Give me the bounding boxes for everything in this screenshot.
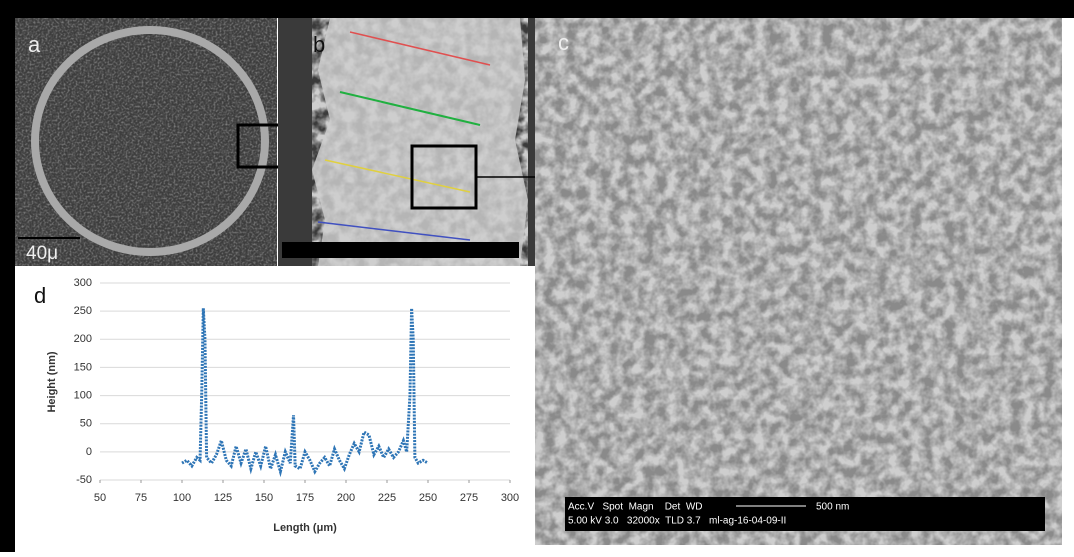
y-tick-label: 150	[74, 361, 92, 373]
info-bar	[282, 242, 519, 258]
y-tick-label: 100	[74, 389, 92, 401]
x-tick-label: 175	[296, 492, 314, 504]
y-tick-label: 0	[86, 446, 92, 458]
panel-label: d	[34, 283, 46, 308]
panel-d: d Length (μm) Height (nm) -50 0 50 100 150 20…	[15, 266, 535, 548]
info-values: 5.00 kV 3.0 32000x TLD 3.7 ml-ag-16-04-0…	[568, 516, 786, 527]
panel-label: b	[313, 32, 325, 57]
y-axis-label: Height (nm)	[46, 351, 58, 412]
top-border	[0, 0, 1074, 18]
y-tick-label: 200	[74, 333, 92, 345]
y-tick-label: 300	[74, 277, 92, 289]
x-tick-label: 300	[501, 492, 519, 504]
texture	[535, 18, 1062, 545]
panel-label: c	[558, 30, 569, 55]
panel-c: Acc.V Spot Magn Det WD 5.00 kV 3.0 32000…	[535, 18, 1062, 545]
x-tick-label: 225	[378, 492, 396, 504]
y-tick-label: 250	[74, 305, 92, 317]
x-axis-label: Length (μm)	[273, 522, 337, 534]
panel-label: a	[28, 32, 41, 57]
x-tick-label: 125	[214, 492, 232, 504]
scale-label: 500 nm	[816, 502, 849, 513]
x-tick-label: 200	[337, 492, 355, 504]
x-tick-label: 100	[173, 492, 191, 504]
x-tick-label: 75	[135, 492, 147, 504]
x-tick-label: 250	[419, 492, 437, 504]
info-header: Acc.V Spot Magn Det WD	[568, 502, 703, 513]
x-tick-label: 275	[460, 492, 478, 504]
left-border	[0, 0, 15, 552]
x-tick-label: 50	[94, 492, 106, 504]
panel-b: b	[278, 18, 552, 266]
y-tick-label: 50	[80, 418, 92, 430]
figure: 40μ a b Acc.V Spot Magn Det WD 5.00 kV 3…	[0, 0, 1074, 552]
scale-label: 40μ	[26, 243, 58, 264]
x-tick-label: 150	[255, 492, 273, 504]
texture	[312, 18, 528, 266]
chart-background	[15, 266, 535, 548]
y-tick-label: -50	[76, 474, 92, 486]
